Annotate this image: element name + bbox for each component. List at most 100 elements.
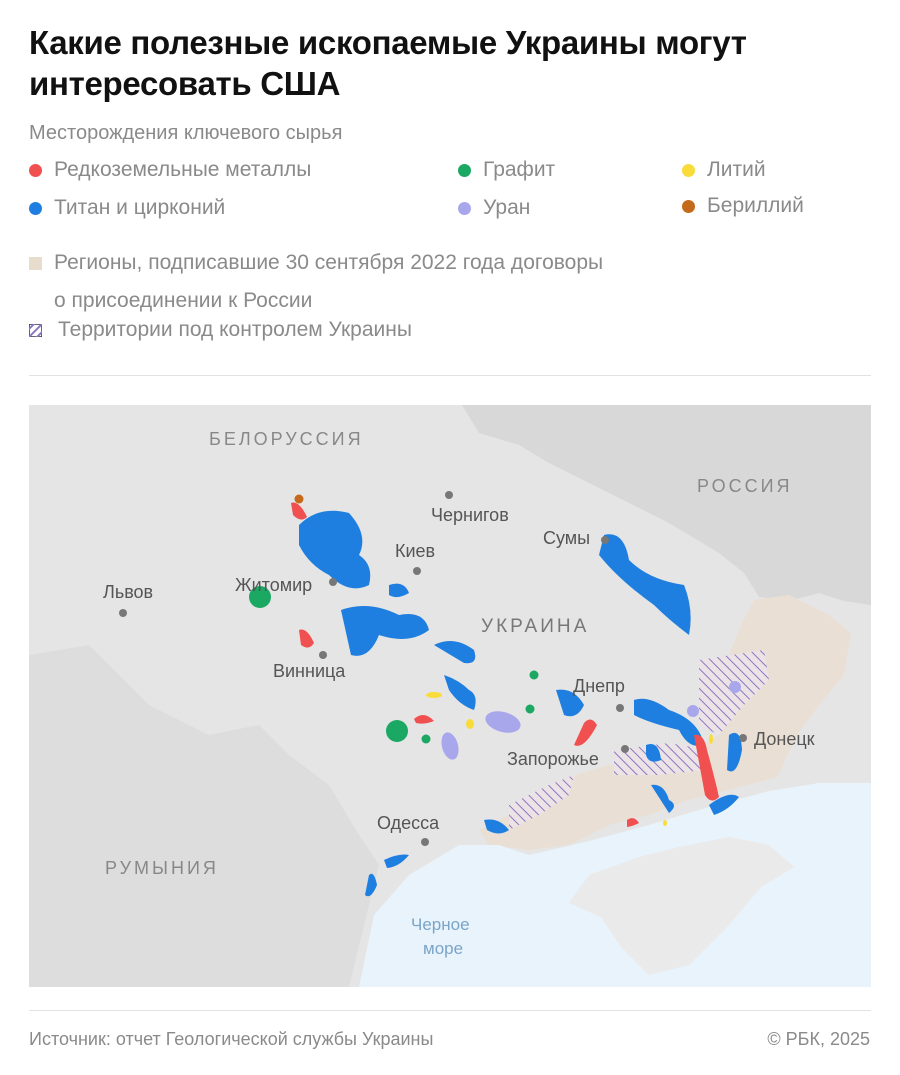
titanium-deposits bbox=[299, 510, 742, 897]
red-dot-icon bbox=[29, 163, 42, 177]
deposit bbox=[729, 681, 741, 693]
deposit bbox=[249, 586, 271, 608]
uranium-deposits bbox=[441, 681, 741, 760]
deposit bbox=[727, 732, 742, 772]
legend-label: Территории под контролем Украины bbox=[58, 318, 412, 341]
legend-item-rare-earth: Редкоземельные металлы bbox=[29, 158, 311, 182]
russia-area bbox=[462, 405, 871, 605]
city-dot bbox=[329, 578, 337, 586]
deposit bbox=[525, 704, 535, 714]
source-note: Источник: отчет Геологической службы Укр… bbox=[29, 1029, 434, 1049]
legend-label: Уран bbox=[483, 196, 531, 219]
city-dot bbox=[739, 734, 747, 742]
divider bbox=[29, 375, 871, 376]
deposit bbox=[709, 794, 739, 815]
deposit bbox=[384, 854, 409, 868]
city-dot bbox=[319, 651, 327, 659]
legend-label: Бериллий bbox=[707, 194, 804, 217]
city-dot bbox=[119, 609, 127, 617]
deposit bbox=[421, 734, 431, 744]
deposit bbox=[291, 502, 307, 520]
city-dot bbox=[421, 838, 429, 846]
legend-item-beryllium: Бериллий bbox=[682, 194, 804, 218]
legend-label: Регионы, подписавшие 30 сентября 2022 го… bbox=[54, 244, 603, 320]
city-dot bbox=[413, 567, 421, 575]
legend-item-annexed: Регионы, подписавшие 30 сентября 2022 го… bbox=[29, 251, 603, 320]
map: БЕЛОРУССИЯ РОССИЯ УКРАИНА РУМЫНИЯ Черниг… bbox=[29, 405, 871, 987]
city-chernigov: Чернигов bbox=[431, 505, 509, 525]
legend-item-uranium: Уран bbox=[458, 196, 530, 220]
beige-square-icon bbox=[29, 257, 42, 270]
crimea bbox=[569, 837, 794, 975]
legend-item-graphite: Графит bbox=[458, 158, 555, 182]
beryllium-deposit bbox=[294, 494, 304, 504]
legend-label-line: Регионы, подписавшие 30 сентября 2022 го… bbox=[54, 251, 604, 274]
deposit bbox=[694, 734, 719, 801]
city-donetsk: Донецк bbox=[754, 729, 815, 749]
deposit bbox=[599, 534, 691, 635]
romania-moldova-area bbox=[29, 645, 379, 987]
deposit bbox=[386, 720, 408, 742]
city-dnepr: Днепр bbox=[573, 676, 625, 696]
hatched-square-icon bbox=[29, 323, 42, 337]
deposit bbox=[663, 820, 667, 826]
country-label-ukraine: УКРАИНА bbox=[481, 616, 589, 637]
city-zaporozhye: Запорожье bbox=[507, 749, 599, 769]
country-label-russia: РОССИЯ bbox=[697, 476, 793, 496]
graphite-deposits bbox=[249, 586, 539, 744]
deposit bbox=[299, 629, 314, 648]
deposit bbox=[651, 784, 674, 813]
copyright: © РБК, 2025 bbox=[767, 1029, 870, 1049]
deposit bbox=[556, 689, 584, 717]
deposit bbox=[444, 675, 476, 710]
sea-label-line1: Черное bbox=[411, 915, 470, 934]
deposit bbox=[434, 641, 476, 664]
controlled-territory-kherson bbox=[509, 775, 574, 830]
orange-dot-icon bbox=[682, 199, 695, 213]
deposit bbox=[299, 510, 371, 589]
deposit bbox=[365, 873, 377, 897]
city-zhitomir: Житомир bbox=[235, 575, 312, 595]
yellow-dot-icon bbox=[682, 163, 695, 177]
country-label-romania: РУМЫНИЯ bbox=[105, 858, 219, 878]
city-dot bbox=[616, 704, 624, 712]
deposit bbox=[441, 732, 459, 760]
green-dot-icon bbox=[458, 163, 471, 177]
city-kiev: Киев bbox=[395, 541, 435, 561]
legend-item-lithium: Литий bbox=[682, 158, 766, 182]
legend-label: Редкоземельные металлы bbox=[54, 158, 312, 181]
legend-subtitle: Месторождения ключевого сырья bbox=[29, 122, 343, 144]
legend-label: Литий bbox=[707, 158, 766, 181]
deposit bbox=[646, 744, 661, 762]
deposit bbox=[485, 711, 521, 733]
city-dot bbox=[445, 491, 453, 499]
rare-earth-deposits bbox=[291, 502, 719, 827]
deposit bbox=[627, 818, 639, 827]
city-vinnitsa: Винница bbox=[273, 661, 346, 681]
deposit bbox=[341, 606, 429, 656]
deposit bbox=[389, 583, 409, 598]
city-dot bbox=[601, 536, 609, 544]
deposit bbox=[484, 819, 509, 834]
deposit bbox=[466, 719, 474, 729]
city-lvov: Львов bbox=[103, 582, 153, 602]
deposit bbox=[574, 719, 597, 746]
deposit bbox=[414, 714, 434, 724]
country-label-belarus: БЕЛОРУССИЯ bbox=[209, 429, 364, 449]
divider bbox=[29, 1010, 871, 1011]
deposit bbox=[426, 692, 442, 698]
legend-item-controlled: Территории под контролем Украины bbox=[29, 318, 412, 342]
legend-item-titanium: Титан и цирконий bbox=[29, 196, 225, 220]
lavender-dot-icon bbox=[458, 201, 471, 215]
page-title: Какие полезные ископаемые Украины могут … bbox=[29, 24, 747, 102]
legend-label-line: о присоединении к России bbox=[54, 289, 313, 312]
controlled-territory-zaporozhye bbox=[614, 743, 709, 775]
deposit bbox=[634, 698, 704, 746]
city-markers bbox=[119, 491, 747, 846]
city-dot bbox=[621, 745, 629, 753]
city-sumy: Сумы bbox=[543, 528, 590, 548]
deposit bbox=[709, 734, 713, 744]
blue-dot-icon bbox=[29, 201, 42, 215]
legend-label: Титан и цирконий bbox=[54, 196, 226, 219]
